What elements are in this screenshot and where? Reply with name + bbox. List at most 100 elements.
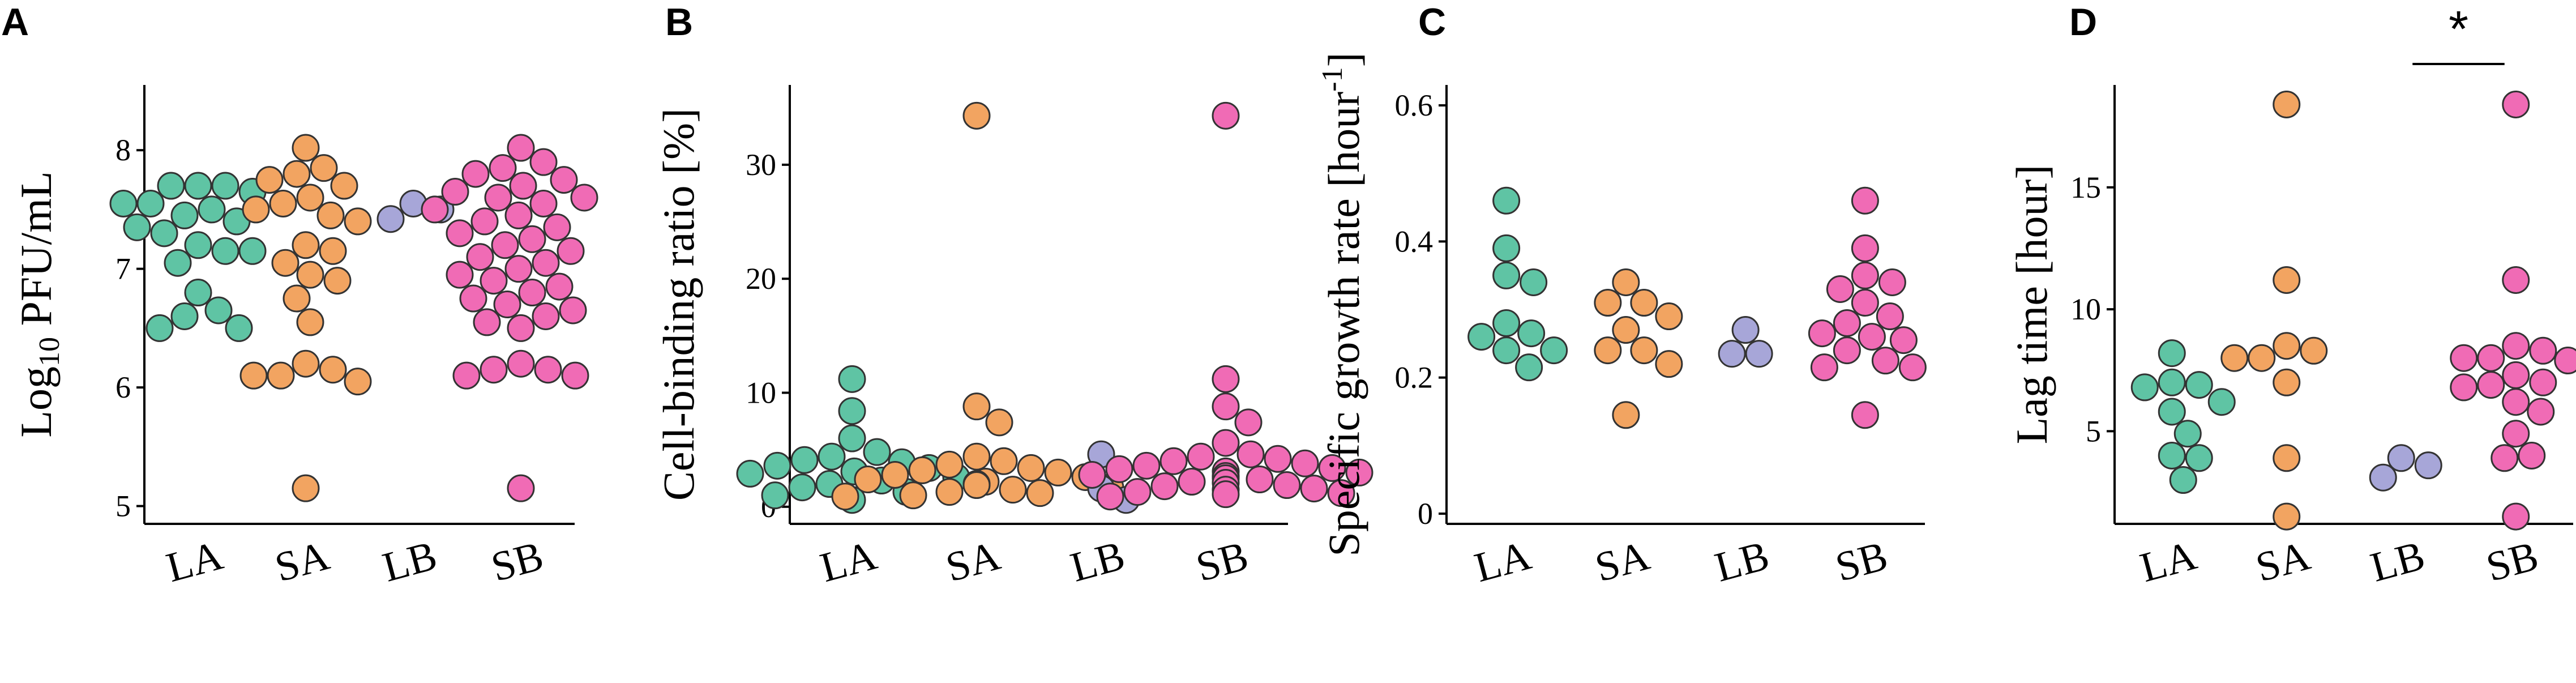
data-point-la	[761, 481, 789, 510]
panel-letter: B	[665, 1, 693, 44]
category-label-sa: SA	[270, 532, 334, 591]
data-point-la	[211, 172, 239, 200]
y-tick-label: 6	[115, 370, 131, 404]
data-point-sa	[1026, 479, 1054, 507]
data-point-sb	[2450, 344, 2478, 372]
data-point-sb	[461, 160, 490, 188]
data-point-sb	[1833, 336, 1861, 365]
data-point-la	[2158, 441, 2186, 469]
data-point-la	[109, 189, 138, 217]
data-point-sa	[1612, 316, 1640, 344]
data-point-la	[1492, 261, 1521, 289]
data-point-la	[2169, 466, 2197, 494]
data-point-sb	[1851, 186, 1879, 215]
category-label-sb: SB	[1191, 533, 1253, 591]
data-point-sb	[561, 361, 589, 390]
data-point-la	[184, 231, 212, 259]
data-point-sb	[1810, 353, 1838, 382]
data-point-sa	[2248, 344, 2276, 372]
panel-A: A 5 6 7 8 LA SA LB SB Log10 PFU/mL	[1, 1, 598, 591]
category-label-sa: SA	[2251, 532, 2315, 591]
data-point-la	[225, 314, 253, 342]
data-point-sb	[529, 189, 558, 217]
data-point-la	[211, 237, 239, 265]
data-point-la	[238, 237, 267, 265]
panel-letter: D	[2069, 1, 2097, 44]
data-point-sb	[532, 249, 560, 277]
category-label-sa: SA	[1590, 532, 1654, 591]
data-point-la	[2185, 444, 2213, 472]
data-point-sb	[493, 291, 521, 318]
data-point-sa	[2300, 336, 2328, 365]
data-point-sb	[2502, 388, 2530, 416]
data-point-sb	[504, 201, 533, 229]
data-point-sa	[323, 267, 352, 295]
data-point-sb	[473, 308, 501, 336]
data-point-sa	[255, 166, 284, 194]
data-point-la	[150, 219, 178, 247]
data-point-la	[184, 172, 212, 200]
data-point-sa	[239, 361, 268, 390]
data-point-sb	[2502, 420, 2530, 448]
data-point-la	[1467, 323, 1496, 351]
data-point-sb	[2527, 398, 2555, 426]
data-point-sa	[962, 392, 991, 421]
data-point-sb	[2477, 344, 2505, 372]
data-point-sb	[466, 243, 494, 271]
data-point-la	[2173, 420, 2202, 448]
data-point-sa	[2273, 444, 2301, 472]
data-point-sb	[2554, 347, 2576, 375]
data-point-sa	[283, 284, 311, 313]
data-point-la	[1540, 336, 1568, 365]
data-point-sb	[1212, 365, 1240, 393]
data-point-la	[136, 189, 165, 217]
data-point-la	[2207, 388, 2236, 416]
data-point-sa	[1044, 458, 1072, 486]
data-point-sa	[2273, 502, 2301, 531]
data-point-sa	[319, 356, 347, 384]
data-point-sa	[296, 308, 324, 336]
data-point-sb	[1291, 449, 1319, 477]
data-point-sb	[1178, 468, 1206, 496]
category-label-lb: LB	[1710, 532, 1774, 591]
category-label-sa: SA	[941, 532, 1005, 591]
y-tick-label: 7	[115, 252, 131, 286]
data-point-sa	[267, 361, 295, 390]
data-point-la	[1517, 319, 1546, 348]
data-point-sb	[1300, 475, 1328, 503]
data-point-la	[2158, 368, 2186, 396]
data-point-la	[736, 459, 764, 488]
data-point-sa	[2273, 266, 2301, 294]
data-point-sb	[2529, 336, 2557, 365]
data-point-sa	[908, 456, 936, 484]
data-point-la	[2158, 339, 2186, 368]
data-point-la	[170, 201, 199, 229]
category-label-la: LA	[162, 532, 228, 591]
data-point-sa	[292, 134, 320, 162]
data-point-la	[2130, 373, 2159, 402]
data-point-sa	[1594, 288, 1622, 317]
data-point-sb	[2518, 441, 2546, 469]
panel-letter: A	[1, 1, 29, 44]
y-tick-label: 10	[2070, 292, 2101, 326]
data-point-sb	[489, 154, 517, 182]
data-point-la	[1515, 353, 1543, 382]
data-point-sb	[1187, 442, 1215, 471]
data-point-sb	[1123, 478, 1152, 506]
data-point-la	[2158, 398, 2186, 426]
data-point-sb	[1078, 460, 1106, 489]
category-label-lb: LB	[1066, 532, 1130, 591]
data-point-la	[170, 302, 199, 330]
data-point-sb	[1096, 483, 1124, 511]
y-tick-label: 0.6	[1395, 88, 1434, 122]
data-point-sb	[1212, 392, 1240, 421]
data-point-sa	[881, 460, 909, 489]
data-point-sa	[296, 183, 324, 212]
data-point-sb	[1327, 479, 1355, 507]
data-point-sb	[1236, 440, 1265, 468]
data-point-la	[1492, 336, 1521, 365]
data-point-sb	[529, 148, 558, 176]
data-point-sb	[545, 272, 574, 301]
data-point-la	[123, 213, 151, 241]
data-point-sb	[1273, 471, 1301, 500]
